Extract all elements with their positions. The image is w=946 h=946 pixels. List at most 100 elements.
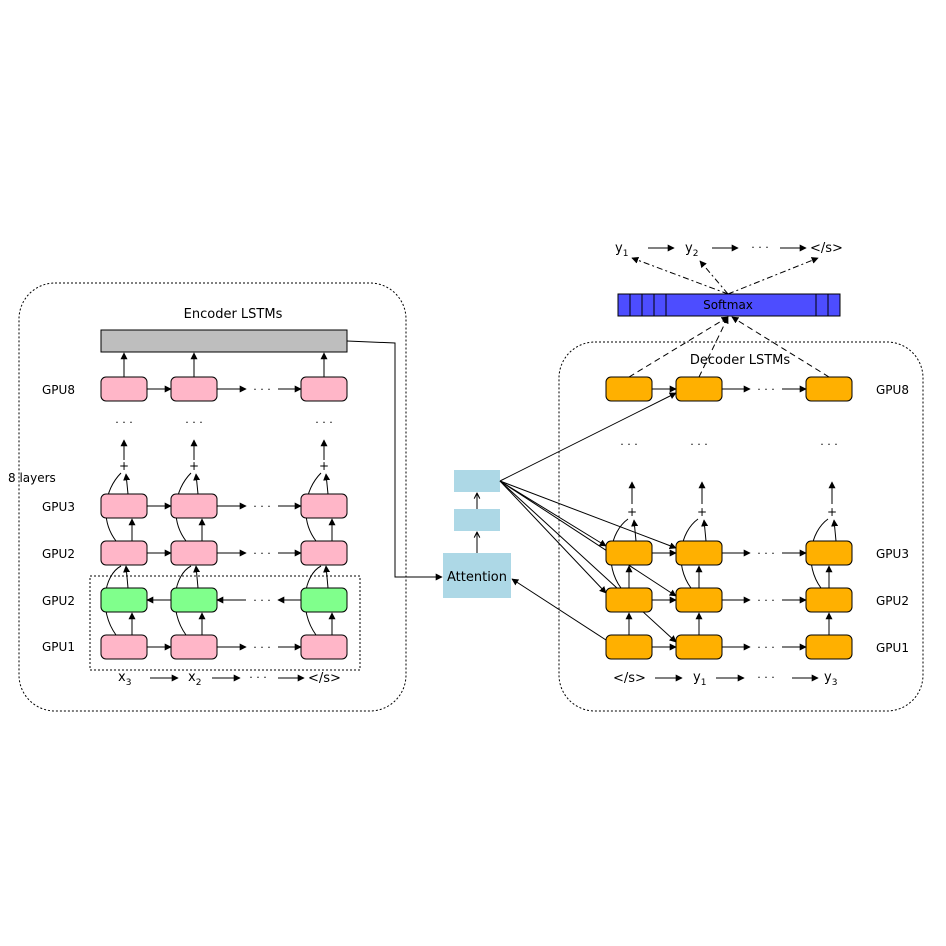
decoder-plus: + — [627, 505, 637, 519]
encoder-cell — [170, 493, 218, 519]
encoder-arrow — [323, 565, 331, 589]
encoder-input-token: x3 — [118, 670, 131, 688]
decoder-cell — [805, 376, 853, 402]
encoder-plus: + — [119, 459, 129, 473]
encoder-layer-ellipsis: · · · — [115, 416, 132, 429]
encoder-layers-note: 8 layers — [8, 471, 56, 485]
encoder-arrow — [123, 473, 131, 495]
attention-hidden-box — [454, 509, 500, 531]
encoder-row-ellipsis: · · · — [249, 671, 266, 684]
encoder-row-label: GPU2 — [42, 547, 75, 561]
decoder-row-ellipsis: · · · — [757, 383, 774, 396]
encoder-row-ellipsis: · · · — [253, 500, 270, 513]
encoder-row-label: GPU3 — [42, 500, 75, 514]
decoder-arrow — [701, 519, 709, 542]
encoder-cell — [170, 634, 218, 660]
attention-fanout — [499, 480, 677, 550]
encoder-arrow — [193, 565, 201, 589]
attention-fanout — [499, 480, 677, 597]
encoder-boundary — [18, 282, 407, 712]
encoder-panel: Encoder LSTMs 8 layers GPU8 GPU3 GPU2 GP… — [8, 282, 407, 712]
encoder-row-ellipsis: · · · — [253, 547, 270, 560]
decoder-title: Decoder LSTMs — [690, 353, 790, 368]
encoder-cell — [300, 634, 348, 660]
decoder-plus: + — [827, 505, 837, 519]
decoder-arrow — [631, 519, 639, 542]
encoder-output-bar — [100, 329, 348, 353]
output-ellipsis: · · · — [751, 241, 768, 254]
encoder-title: Encoder LSTMs — [184, 307, 283, 322]
decoder-cell — [605, 376, 653, 402]
decoder-cell — [675, 376, 723, 402]
decoder-to-softmax-arrow — [731, 316, 830, 378]
decoder-boundary — [558, 341, 924, 712]
encoder-row-label: GPU8 — [42, 383, 75, 397]
encoder-plus: + — [189, 459, 199, 473]
encoder-to-attention-connector — [346, 340, 443, 581]
softmax-to-output-arrow — [727, 257, 819, 295]
decoder-cell — [675, 634, 723, 660]
encoder-row-ellipsis: · · · — [253, 594, 270, 607]
softmax-to-output-arrow — [631, 256, 729, 295]
attention-label: Attention — [447, 570, 507, 585]
decoder-cell — [805, 587, 853, 613]
attention-fanout — [499, 392, 677, 482]
decoder-input-token: </s> — [613, 671, 646, 686]
encoder-cell — [100, 634, 148, 660]
output-token: </s> — [810, 241, 843, 256]
encoder-cell — [100, 376, 148, 402]
decoder-to-attention-connector — [511, 578, 607, 641]
encoder-row-label: GPU1 — [42, 640, 75, 654]
attention-context-box — [454, 470, 500, 492]
encoder-row-ellipsis: · · · — [253, 641, 270, 654]
decoder-row-ellipsis: · · · — [757, 547, 774, 560]
encoder-reverse-cell — [300, 587, 348, 613]
attention-block — [443, 553, 511, 598]
softmax-label: Softmax — [703, 298, 753, 312]
encoder-cell — [170, 376, 218, 402]
decoder-to-softmax-arrow — [698, 316, 729, 378]
encoder-reverse-cell — [170, 587, 218, 613]
decoder-layer-ellipsis: · · · — [620, 438, 637, 451]
decoder-row-label: GPU1 — [876, 641, 909, 655]
decoder-panel: Decoder LSTMs GPU8 GPU3 GPU2 GPU1 · · · … — [558, 341, 924, 712]
decoder-arrow — [831, 519, 839, 542]
encoder-reverse-cell — [100, 587, 148, 613]
encoder-layer-ellipsis: · · · — [185, 416, 202, 429]
encoder-reverse-layer-group — [89, 575, 361, 671]
encoder-plus: + — [319, 459, 329, 473]
attention-fanout — [499, 480, 607, 547]
decoder-cell — [675, 587, 723, 613]
decoder-row-label: GPU2 — [876, 594, 909, 608]
encoder-input-token: </s> — [308, 671, 341, 686]
decoder-row-label: GPU8 — [876, 383, 909, 397]
attention-fanout — [499, 480, 677, 643]
encoder-cell — [100, 540, 148, 566]
decoder-input-token: y1 — [693, 670, 706, 688]
encoder-input-token: x2 — [188, 670, 201, 688]
decoder-row-ellipsis: · · · — [757, 671, 774, 684]
decoder-row-ellipsis: · · · — [757, 641, 774, 654]
output-token: y1 — [615, 241, 628, 259]
decoder-cell — [605, 634, 653, 660]
attention-fanout — [499, 480, 607, 594]
decoder-cell — [675, 540, 723, 566]
encoder-cell — [300, 540, 348, 566]
decoder-cell — [805, 540, 853, 566]
encoder-cell — [300, 493, 348, 519]
decoder-cell — [605, 540, 653, 566]
encoder-cell — [170, 540, 218, 566]
attention-module: Attention — [346, 340, 677, 643]
decoder-layer-ellipsis: · · · — [690, 438, 707, 451]
decoder-plus: + — [697, 505, 707, 519]
encoder-cell — [100, 493, 148, 519]
encoder-row-label: GPU2 — [42, 594, 75, 608]
decoder-cell — [605, 587, 653, 613]
encoder-arrow — [323, 473, 331, 495]
decoder-input-token: y3 — [824, 670, 837, 688]
encoder-layer-ellipsis: · · · — [315, 416, 332, 429]
softmax-module: Softmax y1 y2 · · · </s> — [615, 241, 843, 378]
decoder-row-label: GPU3 — [876, 547, 909, 561]
decoder-layer-ellipsis: · · · — [820, 438, 837, 451]
